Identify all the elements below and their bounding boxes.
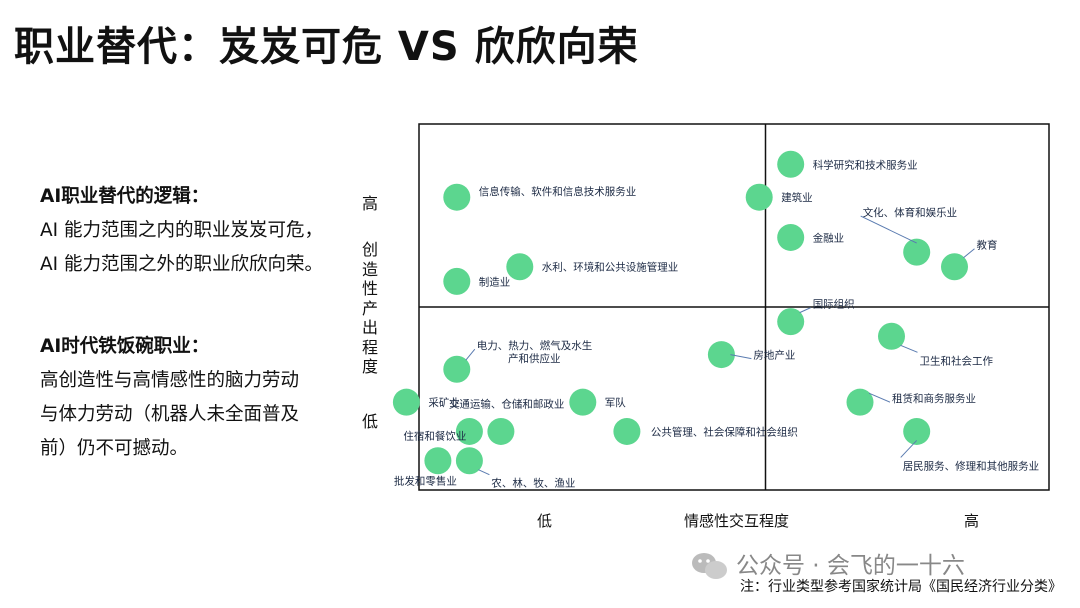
leader-line-18 [900,440,918,458]
page-title: 职业替代：岌岌可危 VS 欣欣向荣 [14,24,639,70]
data-point-6 [506,253,534,281]
leader-line-10 [465,348,476,361]
data-point-9 [878,322,905,350]
ironbowl-line-1: 高创造性与高情感性的脑力劳动 [40,370,300,391]
y-tick-high: 高 [362,194,379,213]
y-tick-low: 低 [362,412,379,431]
point-label-20: 农、林、牧、渔业 [491,477,575,490]
data-point-11 [707,341,735,369]
data-point-15 [487,417,515,445]
ironbowl-line-2: 与体力劳动（机器人未全面普及 [40,404,300,425]
data-point-8 [777,308,805,336]
data-point-18 [903,417,931,445]
x-axis-label: 情感性交互程度 [684,512,790,530]
data-point-16 [455,417,483,445]
point-label-4: 文化、体育和娱乐业 [863,206,958,219]
point-label-1: 信息传输、软件和信息技术服务业 [479,185,637,198]
point-label-15: 交通运输、仓储和邮政业 [449,397,565,410]
point-label-7: 制造业 [479,275,511,288]
leader-line-20 [478,469,490,476]
data-point-19 [424,447,452,475]
data-point-20 [455,447,483,475]
point-label-11: 房地产业 [753,349,795,362]
data-point-17 [613,417,641,445]
point-label-18: 居民服务、修理和其他服务业 [903,459,1039,472]
watermark: 公众号 · 会飞的一十六 [736,553,965,579]
y-axis-label: 创造性产出程度 [362,240,379,376]
point-label-2: 建筑业 [781,191,813,204]
data-point-7 [443,267,471,295]
leader-line-5 [963,248,975,259]
point-label-16: 住宿和餐饮业 [403,429,466,442]
ironbowl-heading: AI时代铁饭碗职业： [40,336,210,357]
ironbowl-line-3: 前）仍不可撼动。 [40,438,189,459]
point-label-6: 水利、环境和公共设施管理业 [542,261,679,274]
data-point-1 [443,183,471,211]
wechat-icon [692,553,727,579]
leader-line-4 [860,215,917,244]
sidebar-text-2: AI时代铁饭碗职业： 高创造性与高情感性的脑力劳动 与体力劳动（机器人未全面普及… [40,330,340,466]
point-label-19: 批发和零售业 [394,475,457,488]
leader-line-14 [868,392,891,403]
data-point-0 [777,150,805,178]
leader-line-9 [900,344,918,353]
data-point-3 [777,223,805,251]
point-label-8: 国际组织 [813,298,855,311]
sidebar-text: AI职业替代的逻辑： AI 能力范围之内的职业岌岌可危， AI 能力范围之外的职… [40,180,340,282]
point-label-12: 采矿业 [428,396,460,409]
point-label-17: 公共管理、社会保障和社会组织 [651,425,798,438]
point-label-14: 租赁和商务服务业 [892,392,976,405]
data-point-4 [903,238,931,266]
data-point-2 [745,183,773,211]
logic-line-1: AI 能力范围之内的职业岌岌可危， [40,220,323,241]
leader-line-8 [799,307,811,314]
point-label-0: 科学研究和技术服务业 [813,158,918,171]
x-tick-high: 高 [964,512,980,530]
data-point-5 [941,253,968,281]
point-label-13: 军队 [605,396,626,409]
data-point-13 [569,388,597,416]
point-label-10: 电力、热力、燃气及水生产和供应业 [477,339,593,365]
point-label-3: 金融业 [813,231,845,244]
logic-heading: AI职业替代的逻辑： [40,186,210,207]
point-label-5: 教育 [977,239,998,252]
leader-line-11 [730,354,752,360]
data-point-10 [443,355,471,383]
logic-line-2: AI 能力范围之外的职业欣欣向荣。 [40,254,323,275]
x-tick-low: 低 [537,512,553,530]
data-point-12 [392,388,420,416]
data-point-14 [846,388,874,416]
footnote: 注：行业类型参考国家统计局《国民经济行业分类》 [740,579,1062,595]
point-label-9: 卫生和社会工作 [920,354,994,367]
